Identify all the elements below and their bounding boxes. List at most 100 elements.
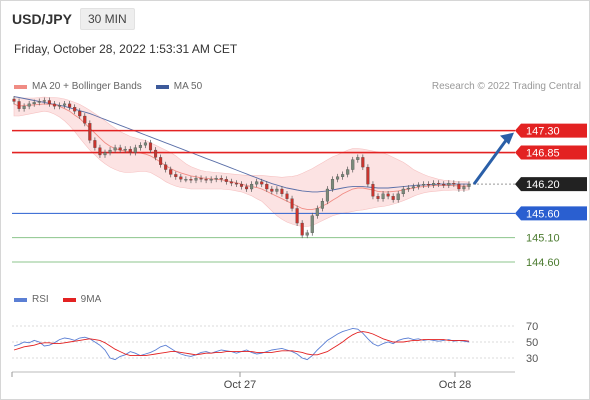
candle-body xyxy=(260,181,264,185)
candle xyxy=(138,142,142,151)
candle-body xyxy=(315,208,319,216)
credit-label: Research © 2022 Trading Central xyxy=(431,81,581,92)
legend-item-ma20: MA 20 + Bollinger Bands xyxy=(14,81,142,92)
legend-item-9ma: 9MA xyxy=(62,294,101,305)
candle xyxy=(462,183,466,192)
candle xyxy=(442,181,446,189)
candle xyxy=(179,173,183,183)
candle-body xyxy=(416,184,420,187)
candle-body xyxy=(98,147,102,156)
candle-body xyxy=(442,183,446,186)
symbol-title: USD/JPY xyxy=(12,11,72,27)
legend-label-ma50: MA 50 xyxy=(173,81,203,92)
candle xyxy=(250,181,254,192)
candle xyxy=(386,190,390,200)
candle xyxy=(295,205,299,226)
legend-label-rsi: RSI xyxy=(32,294,49,305)
candle xyxy=(194,175,198,184)
level-tag-resistance xyxy=(515,145,587,160)
candle-body xyxy=(330,179,335,190)
candle xyxy=(229,178,233,187)
candle-body xyxy=(47,100,51,105)
rsi-tick-label: 30 xyxy=(526,353,538,365)
candle xyxy=(270,186,274,195)
candle-body xyxy=(376,196,380,199)
candle xyxy=(32,99,36,107)
candle xyxy=(169,166,173,178)
candle xyxy=(336,173,340,183)
candle xyxy=(12,96,16,105)
candle xyxy=(260,178,264,188)
candle xyxy=(341,171,345,180)
candle-body xyxy=(452,183,456,185)
candle-body xyxy=(265,183,269,190)
candle-body xyxy=(290,198,294,209)
candle-body xyxy=(295,208,299,224)
candle xyxy=(68,100,72,111)
candle-body xyxy=(123,148,127,151)
candle xyxy=(17,98,21,112)
candle-body xyxy=(275,188,279,192)
legend-item-rsi: RSI xyxy=(14,294,49,305)
candle-body xyxy=(133,147,137,153)
candle xyxy=(452,180,456,188)
candle-body xyxy=(27,103,31,107)
candle-body xyxy=(214,178,218,180)
candle-body xyxy=(371,183,375,197)
candle xyxy=(204,176,208,184)
candle-body xyxy=(239,183,244,187)
candle-body xyxy=(325,188,329,202)
bollinger-band xyxy=(13,96,470,227)
candle-body xyxy=(93,140,97,148)
candle-body xyxy=(113,147,117,151)
candle xyxy=(280,186,284,197)
candle xyxy=(457,181,461,192)
candle xyxy=(164,161,168,173)
candle-body xyxy=(148,142,153,151)
candle-body xyxy=(83,115,87,124)
candle-body xyxy=(22,106,26,109)
candle xyxy=(93,137,97,151)
candle-body xyxy=(199,178,203,180)
candle-body xyxy=(103,152,107,156)
candle xyxy=(199,175,203,183)
rsi-panel: 70 50 30 xyxy=(12,321,538,365)
candle-body xyxy=(305,232,309,236)
timeframe-badge[interactable]: 30 MIN xyxy=(80,8,135,30)
candle-body xyxy=(437,183,441,185)
candle-body xyxy=(204,179,208,181)
candle-body xyxy=(78,111,82,117)
candle xyxy=(57,102,62,110)
rsi-series-9ma xyxy=(13,331,470,357)
candle xyxy=(98,144,102,158)
candle xyxy=(128,146,132,156)
candles xyxy=(12,96,471,239)
candle-body xyxy=(341,174,345,177)
candle xyxy=(305,229,309,239)
ma20-swatch xyxy=(14,84,27,89)
forecast-arrow-head xyxy=(500,132,514,145)
candle-body xyxy=(346,169,350,175)
candle-body xyxy=(255,181,259,185)
level-tag-resistance xyxy=(515,123,587,138)
candle xyxy=(245,183,249,192)
candle xyxy=(154,147,158,161)
candle xyxy=(427,181,431,189)
candle-body xyxy=(280,188,284,195)
candle xyxy=(143,139,147,149)
forecast-arrow-shaft xyxy=(472,136,510,186)
candle-body xyxy=(427,183,431,186)
candle-body xyxy=(57,105,62,107)
candle xyxy=(83,113,87,127)
candle xyxy=(78,108,82,119)
candle xyxy=(42,97,46,105)
candle xyxy=(416,182,420,190)
rsi-tick-label: 70 xyxy=(526,321,538,333)
candle-body xyxy=(310,215,314,233)
price-legend: MA 20 + Bollinger Bands MA 50 xyxy=(14,81,202,92)
candle-body xyxy=(143,142,147,146)
candle-body xyxy=(406,187,410,190)
candle-body xyxy=(224,179,228,182)
candle-body xyxy=(285,193,289,199)
